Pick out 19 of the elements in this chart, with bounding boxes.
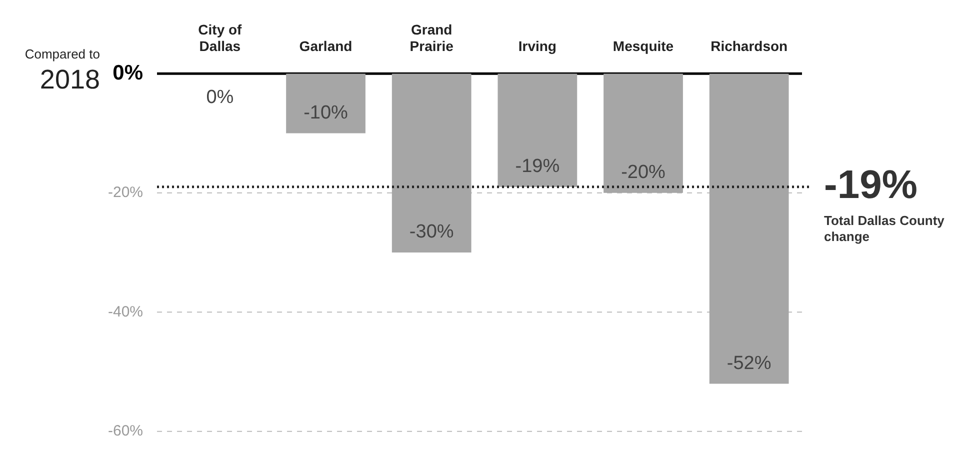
x-tick-label: Mesquite — [612, 38, 674, 54]
text: Total Dallas County change — [824, 212, 946, 244]
y-tick-label: -20% — [108, 184, 144, 202]
data-label: -30% — [409, 222, 454, 243]
x-tick-label: City of Dallas — [198, 21, 242, 54]
y-tick-label: -60% — [108, 422, 144, 440]
data-label: -10% — [304, 102, 348, 124]
x-tick-label: Richardson — [710, 38, 788, 54]
x-tick-label: Irving — [518, 38, 556, 54]
ref-line-label: -19% — [824, 162, 918, 207]
y-tick-label: 0% — [112, 61, 144, 84]
data-label: -19% — [515, 156, 560, 178]
data-label: -52% — [726, 352, 772, 374]
x-tick-label: Garland — [299, 38, 352, 54]
data-label: -20% — [621, 162, 666, 184]
text: Compared to 2018 — [24, 46, 100, 95]
y-tick-label: -40% — [108, 303, 144, 320]
data-label: 0% — [206, 86, 234, 108]
x-tick-label: Grand Prairie — [410, 21, 454, 54]
